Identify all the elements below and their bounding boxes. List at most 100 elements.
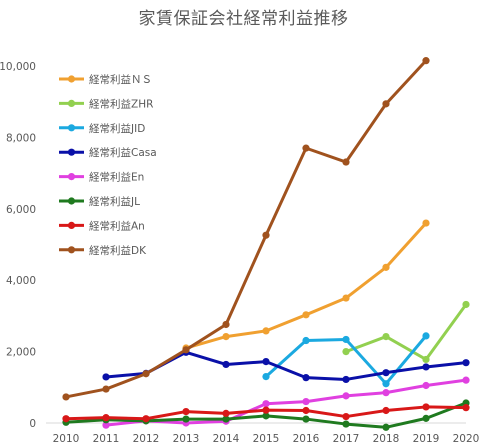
x-tick-label: 2014 bbox=[213, 433, 240, 445]
data-point bbox=[182, 407, 190, 416]
legend-label: 経常利益DK bbox=[89, 244, 147, 257]
data-point bbox=[422, 219, 430, 227]
legend-item: 経常利益DK bbox=[59, 244, 147, 257]
data-point bbox=[462, 359, 470, 367]
series-0 bbox=[182, 219, 430, 352]
series-line bbox=[344, 302, 468, 361]
data-point bbox=[422, 403, 430, 411]
data-point bbox=[382, 389, 390, 397]
legend-label: 経常利益ＮＳ bbox=[89, 73, 152, 86]
legend-label: 経常利益En bbox=[89, 171, 144, 184]
data-point bbox=[382, 380, 390, 388]
data-point bbox=[422, 355, 430, 364]
legend-label: 経常利益JL bbox=[89, 195, 140, 208]
data-point bbox=[222, 409, 230, 417]
data-point bbox=[302, 415, 310, 423]
legend-item: 経常利益ZHR bbox=[59, 97, 153, 110]
data-point bbox=[102, 385, 110, 393]
data-point bbox=[342, 412, 350, 421]
series-7 bbox=[62, 57, 430, 401]
data-point bbox=[382, 423, 390, 431]
x-axis: 2010 2011 2012 2013 2014 2015 2016 2017 2018 2019… bbox=[46, 422, 480, 445]
legend-marker bbox=[67, 148, 76, 156]
x-tick-label: 2017 bbox=[333, 433, 360, 445]
x-tick-label: 2018 bbox=[373, 433, 400, 445]
data-point bbox=[302, 336, 310, 345]
series-2 bbox=[262, 332, 430, 388]
data-point bbox=[222, 320, 230, 329]
data-point bbox=[422, 363, 430, 371]
data-point bbox=[262, 327, 270, 335]
data-point bbox=[102, 421, 110, 429]
data-point bbox=[342, 294, 350, 302]
data-point bbox=[302, 406, 310, 415]
y-tick-label: 4,000 bbox=[6, 275, 36, 287]
legend-marker bbox=[67, 221, 76, 229]
legend-label: 経常利益JID bbox=[89, 122, 145, 135]
legend-item: 経常利益Casa bbox=[59, 146, 157, 159]
series-line bbox=[64, 59, 428, 399]
data-point bbox=[182, 346, 190, 354]
data-point bbox=[62, 393, 70, 401]
x-tick-label: 2015 bbox=[253, 433, 280, 445]
data-point bbox=[102, 414, 110, 422]
legend-item: 経常利益JID bbox=[59, 122, 145, 135]
data-point bbox=[302, 144, 310, 152]
data-point bbox=[382, 100, 390, 108]
legend-item: 経常利益ＮＳ bbox=[59, 73, 152, 86]
legend-label: 経常利益An bbox=[89, 219, 145, 232]
data-point bbox=[142, 370, 150, 378]
data-point bbox=[262, 406, 270, 414]
data-point bbox=[422, 57, 430, 65]
data-point bbox=[342, 348, 350, 356]
series-1 bbox=[342, 300, 470, 364]
data-point bbox=[262, 231, 270, 239]
data-point bbox=[342, 335, 350, 344]
data-point bbox=[462, 404, 470, 412]
data-point bbox=[342, 420, 350, 428]
legend-label: 経常利益Casa bbox=[89, 146, 157, 159]
data-point bbox=[102, 373, 110, 381]
data-point bbox=[142, 415, 150, 423]
y-axis: 0 2,000 4,000 6,000 8,000 10,000 bbox=[0, 61, 36, 430]
data-point bbox=[342, 375, 350, 384]
x-tick-label: 2020 bbox=[453, 433, 480, 445]
legend-item: 経常利益JL bbox=[59, 195, 140, 208]
data-point bbox=[462, 300, 470, 309]
y-tick-label: 6,000 bbox=[6, 204, 36, 216]
data-point bbox=[302, 374, 310, 382]
x-tick-label: 2011 bbox=[93, 433, 120, 445]
y-tick-label: 2,000 bbox=[6, 347, 36, 359]
data-point bbox=[302, 311, 310, 319]
legend-marker bbox=[67, 99, 76, 107]
legend-marker bbox=[67, 246, 76, 254]
x-tick-label: 2013 bbox=[173, 433, 200, 445]
x-tick-label: 2010 bbox=[53, 433, 80, 445]
data-point bbox=[222, 333, 230, 341]
x-tick-label: 2016 bbox=[293, 433, 320, 445]
data-point bbox=[222, 360, 230, 369]
series-line bbox=[104, 378, 468, 427]
data-point bbox=[462, 376, 470, 384]
data-point bbox=[342, 158, 350, 166]
legend-marker bbox=[67, 124, 76, 132]
data-point bbox=[262, 372, 270, 381]
legend-marker bbox=[67, 197, 76, 205]
data-point bbox=[382, 333, 390, 341]
x-tick-label: 2012 bbox=[133, 433, 160, 445]
y-tick-label: 8,000 bbox=[6, 132, 36, 144]
series-layer bbox=[62, 57, 470, 431]
data-point bbox=[222, 415, 230, 423]
legend-item: 経常利益An bbox=[59, 219, 145, 232]
data-point bbox=[262, 400, 270, 408]
legend-marker bbox=[67, 173, 76, 181]
data-point bbox=[302, 397, 310, 406]
data-point bbox=[422, 381, 430, 390]
legend-item: 経常利益En bbox=[59, 171, 144, 184]
data-point bbox=[342, 392, 350, 400]
data-point bbox=[422, 414, 430, 422]
data-point bbox=[382, 406, 390, 415]
data-point bbox=[62, 415, 70, 423]
series-line bbox=[184, 221, 428, 350]
